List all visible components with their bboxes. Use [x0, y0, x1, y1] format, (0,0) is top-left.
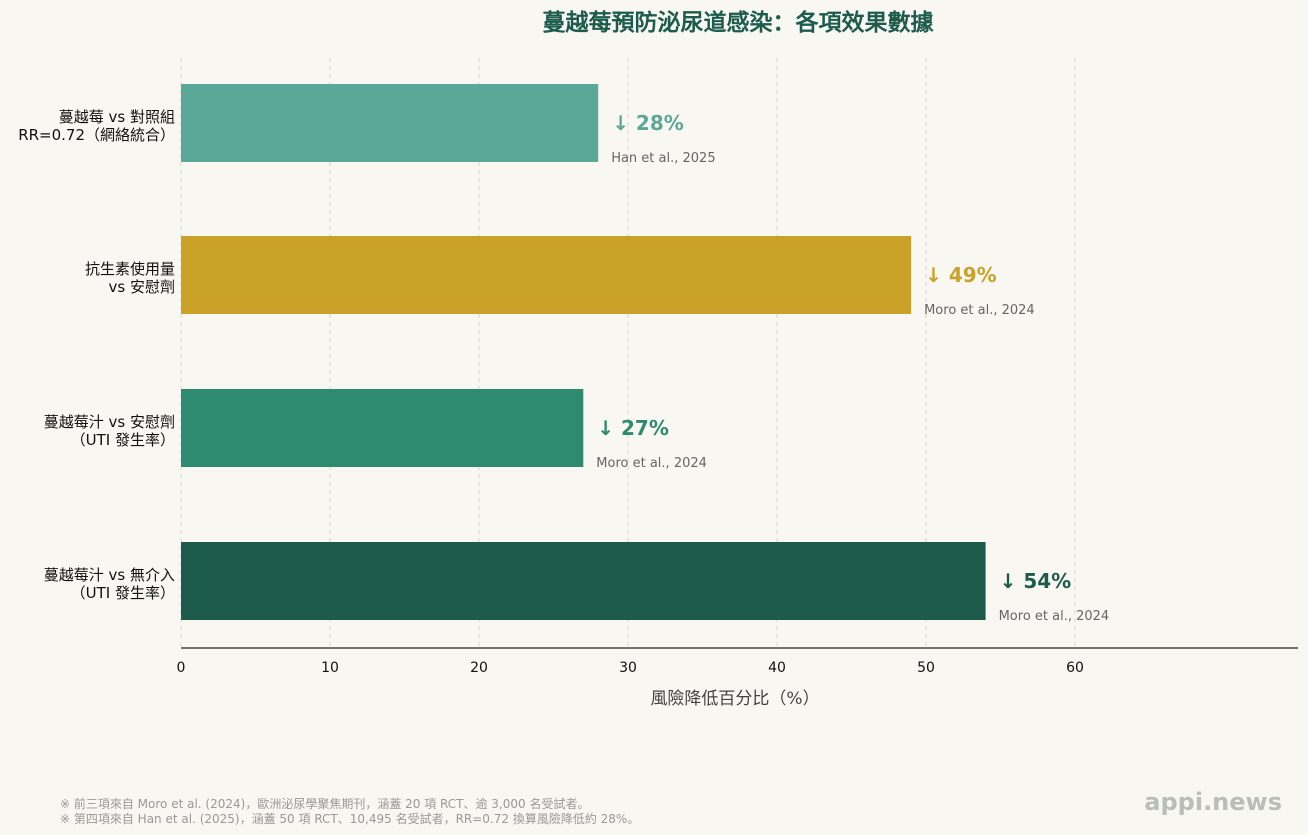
- brand-logo: appi.news: [1144, 788, 1282, 816]
- category-label: 蔓越莓汁 vs 無介入: [44, 566, 175, 584]
- footnote-2: ※ 第四項來自 Han et al. (2025)，涵蓋 50 項 RCT、10…: [60, 812, 640, 826]
- x-tick-label: 30: [619, 660, 637, 676]
- x-tick-label: 10: [321, 660, 339, 676]
- source-label: Moro et al., 2024: [999, 609, 1110, 624]
- bar: [181, 542, 986, 620]
- value-label: ↓ 49%: [925, 263, 997, 287]
- x-tick-label: 0: [177, 660, 186, 676]
- bar: [181, 84, 599, 162]
- category-label: 蔓越莓 vs 對照組: [59, 108, 175, 126]
- source-label: Moro et al., 2024: [924, 303, 1035, 318]
- bar: [181, 389, 584, 467]
- category-label: RR=0.72（網絡統合）: [18, 126, 175, 144]
- value-labels: ↓ 28% Han et al., 2025 ↓ 49% Moro et al., 2…: [596, 111, 1109, 624]
- category-label: vs 安慰劑: [109, 278, 175, 296]
- source-label: Moro et al., 2024: [596, 456, 707, 471]
- source-label: Han et al., 2025: [611, 151, 715, 166]
- x-tick-label: 40: [768, 660, 786, 676]
- category-label: （UTI 發生率）: [71, 431, 175, 449]
- footnote-1: ※ 前三項來自 Moro et al. (2024)，歐洲泌尿學聚焦期刊，涵蓋 …: [60, 797, 590, 811]
- x-tick-label: 60: [1066, 660, 1084, 676]
- category-label: （UTI 發生率）: [71, 584, 175, 602]
- value-label: ↓ 27%: [597, 416, 669, 440]
- x-tick-label: 20: [470, 660, 488, 676]
- x-tick-label: 50: [917, 660, 935, 676]
- value-label: ↓ 54%: [1000, 569, 1072, 593]
- x-axis-label: 風險降低百分比（%）: [650, 689, 819, 709]
- bar: [181, 236, 912, 314]
- x-axis: 0 10 20 30 40 50 60: [177, 647, 1298, 676]
- value-label: ↓ 28%: [612, 111, 684, 135]
- bars: [181, 84, 986, 620]
- category-label: 抗生素使用量: [85, 260, 175, 278]
- category-label: 蔓越莓汁 vs 安慰劑: [44, 413, 175, 431]
- chart-title: 蔓越莓預防泌尿道感染：各項效果數據: [543, 9, 935, 36]
